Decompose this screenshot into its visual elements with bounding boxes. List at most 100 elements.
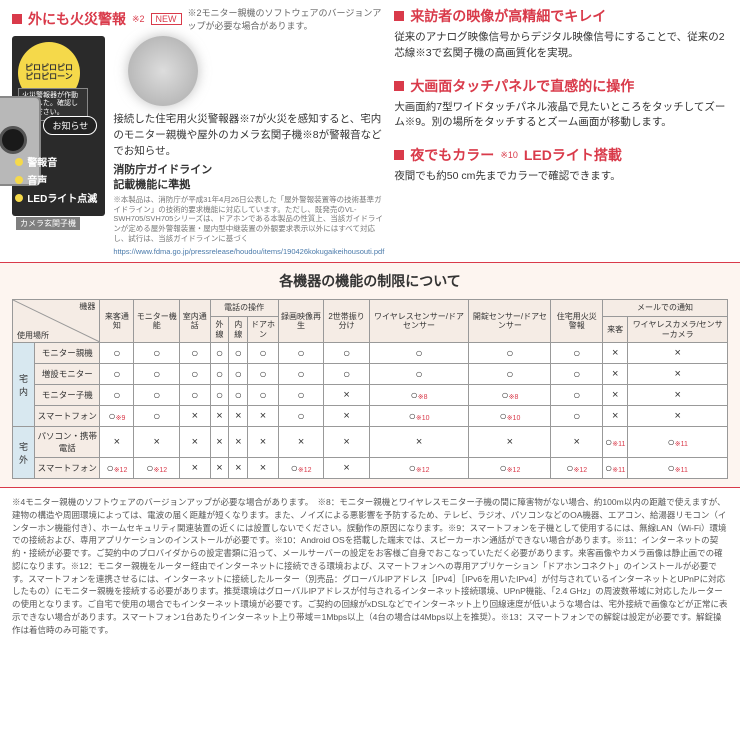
table-cell: ○※11 [602,427,627,458]
table-cell: ○※12 [369,458,469,479]
table-cell: × [602,343,627,364]
bullet-square [394,81,404,91]
table-cell: ○ [551,343,603,364]
table-title: 各機器の機能の制限について [12,271,728,291]
footnotes: ※4モニター親機のソフトウェアのバージョンアップが必要な場合があります。 ※8：… [0,488,740,644]
feature-title-hd: 来訪者の映像が高精細でキレイ [410,6,606,26]
product-image: ピロピロピロ ピロピローン 火災警報器が作動しました。確認してください。 お知ら… [12,36,105,216]
table-cell: ○ [100,385,134,406]
touch-body: 大画面約7型ワイドタッチパネル液晶で見たいところをタッチしてズーム※9。別の場所… [394,100,728,132]
sup-note: ※2 [132,14,145,25]
col-indoor: 室内通話 [180,300,211,343]
table-cell: × [229,427,248,458]
feature-title-fire: 外にも火災警報 [28,9,126,29]
col-fire: 住宅用火災警報 [551,300,603,343]
table-cell: × [229,406,248,427]
table-cell: × [100,427,134,458]
table-cell: ○※11 [628,427,728,458]
table-cell: × [628,385,728,406]
table-cell: × [324,427,369,458]
table-cell: ○ [324,343,369,364]
table-cell: ○※10 [469,406,551,427]
table-cell: ○ [210,385,229,406]
sup-10: ※10 [500,150,518,161]
table-cell: × [602,385,627,406]
row-label: モニター子機 [35,385,100,406]
table-cell: ○ [278,343,324,364]
feature-title-night: 夜でもカラー [410,145,494,165]
row-label: パソコン・携帯電話 [35,427,100,458]
table-cell: ○ [180,343,211,364]
colgroup-call: 電話の操作 [210,300,278,317]
table-cell: × [134,427,180,458]
table-cell: × [369,427,469,458]
table-cell: ○※12 [551,458,603,479]
table-cell: ○ [324,364,369,385]
side-outdoor: 宅外 [13,427,35,479]
bullet-square [394,11,404,21]
table-cell: ○※12 [100,458,134,479]
table-cell: ○ [278,364,324,385]
table-cell: × [180,406,211,427]
table-cell: ○ [369,343,469,364]
table-cell: ○※11 [602,458,627,479]
table-cell: ○ [248,364,279,385]
new-badge: NEW [151,13,182,25]
note-text: ※2モニター親機のソフトウェアのバージョンアップが必要な場合があります。 [188,6,385,32]
row-label: スマートフォン [35,406,100,427]
table-cell: ○ [210,343,229,364]
side-indoor: 宅内 [13,343,35,427]
table-cell: ○※12 [134,458,180,479]
col-visitor: 来客通知 [100,300,134,343]
table-cell: ○※11 [628,458,728,479]
table-cell: ○ [100,343,134,364]
table-cell: ○ [100,364,134,385]
table-cell: × [324,458,369,479]
table-cell: × [248,427,279,458]
bullet-square [394,150,404,160]
col-ext: 外線 [210,316,229,342]
table-cell: ○ [180,385,211,406]
table-cell: × [628,343,728,364]
table-cell: × [248,458,279,479]
table-cell: × [210,427,229,458]
smoke-detector [113,36,213,106]
table-cell: ○※8 [369,385,469,406]
table-cell: × [248,406,279,427]
table-cell: ○ [248,385,279,406]
table-cell: × [180,427,211,458]
col-unlock: 開錠センサー/ドアセンサー [469,300,551,343]
notice-badge: お知らせ [43,116,97,135]
table-cell: × [469,427,551,458]
function-table: 機器 使用場所 来客通知 モニター機能 室内通話 電話の操作 録画映像再生 2世… [12,299,728,479]
table-cell: × [324,385,369,406]
table-cell: × [628,406,728,427]
table-cell: ○※8 [469,385,551,406]
table-cell: × [324,406,369,427]
table-cell: ○ [278,385,324,406]
table-cell: ○ [469,343,551,364]
table-cell: × [551,427,603,458]
table-cell: ○ [229,364,248,385]
guideline-title: 消防庁ガイドライン 記載機能に準拠 [113,163,384,192]
table-cell: ○※12 [469,458,551,479]
table-cell: × [602,406,627,427]
table-cell: ○ [134,364,180,385]
table-cell: ○※10 [369,406,469,427]
fine-print: ※本製品は、消防庁が平成31年4月26日公表した「屋外警報装置等の技術基準ガイド… [113,195,384,244]
table-cell: × [210,458,229,479]
feature-bullets: 警報音 音声 LEDライト点滅 [15,151,97,208]
table-cell: ○ [278,406,324,427]
bullet-square [12,14,22,24]
table-cell: × [229,458,248,479]
table-cell: ○ [551,385,603,406]
row-label: スマートフォン [35,458,100,479]
table-cell: ○ [551,406,603,427]
table-cell: ○ [229,343,248,364]
feature-title-touch: 大画面タッチパネルで直感的に操作 [410,76,634,96]
table-cell: ○ [134,385,180,406]
table-cell: ○ [134,406,180,427]
col-monitor: モニター機能 [134,300,180,343]
fire-description: 接続した住宅用火災警報器※7が火災を感知すると、宅内のモニター親機や屋外のカメラ… [113,112,384,159]
table-section: 各機器の機能の制限について 機器 使用場所 来客通知 モニター機能 室内通話 電… [0,262,740,488]
